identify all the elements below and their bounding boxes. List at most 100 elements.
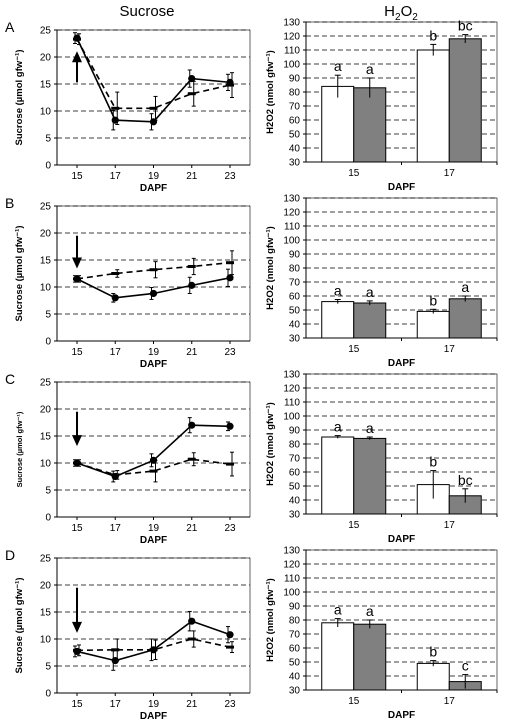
significance-label: a (366, 420, 374, 436)
plot-frame (56, 381, 251, 518)
series-solid-line (76, 424, 231, 478)
row-labels: A B C D (5, 19, 15, 563)
dash-marker (111, 473, 120, 477)
significance-label: a (334, 58, 342, 74)
y-tick-label: 0 (45, 689, 51, 700)
y-axis-label: H2O2 (nmol gfw⁻¹) (265, 402, 276, 486)
y-tick-label: 40 (289, 144, 301, 155)
y-tick-label: 120 (283, 560, 300, 571)
y-tick-label: 110 (284, 46, 300, 57)
bar-white (416, 662, 450, 691)
x-tick-label: 17 (110, 347, 122, 358)
row-label-d: D (5, 547, 15, 563)
y-tick-label: 50 (289, 482, 301, 493)
dash-marker (187, 637, 196, 641)
y-tick-label: 30 (289, 334, 301, 345)
x-tick-label: 15 (348, 344, 360, 355)
dash-marker (111, 272, 120, 275)
y-tick-label: 30 (289, 686, 301, 697)
y-axis-label: Sucrose (µmol gfw⁻¹) (14, 578, 25, 674)
y-tick-label: 25 (40, 202, 52, 213)
x-axis-label: DAPF (388, 710, 415, 721)
y-tick-label: 90 (289, 426, 301, 437)
y-tick-label: 100 (283, 60, 300, 71)
y-tick-label: 90 (289, 74, 301, 85)
bar-white (321, 301, 355, 339)
dash-marker (187, 264, 196, 268)
circle-marker (111, 116, 119, 124)
y-tick-label: 100 (283, 236, 300, 247)
significance-label: b (429, 454, 437, 470)
y-tick-label: 130 (283, 194, 300, 205)
circle-marker (188, 617, 196, 625)
title-sucrose: Sucrose (119, 3, 174, 20)
y-tick-label: 100 (283, 588, 300, 599)
significance-label: a (366, 603, 374, 619)
x-tick-label: 17 (444, 696, 456, 707)
x-tick-label: 23 (224, 171, 236, 182)
x-tick-label: 23 (224, 347, 236, 358)
y-tick-label: 20 (40, 229, 52, 240)
bar-gray (353, 437, 387, 515)
x-tick-label: 19 (148, 171, 160, 182)
column-title-sucrose: Sucrose (119, 3, 174, 20)
plot-frame (56, 29, 251, 166)
x-tick-label: 17 (110, 523, 122, 534)
x-tick-label: 17 (110, 171, 122, 182)
x-tick-label: 21 (186, 699, 198, 710)
x-tick-label: 19 (148, 699, 160, 710)
y-tick-label: 30 (289, 158, 301, 169)
x-axis-label: DAPF (388, 182, 415, 193)
y-tick-label: 90 (289, 250, 301, 261)
y-tick-label: 25 (40, 378, 52, 389)
y-tick-label: 60 (289, 292, 301, 303)
dash-marker (226, 462, 234, 466)
dash-marker (226, 645, 234, 649)
significance-label: a (334, 283, 342, 299)
y-tick-label: 15 (40, 608, 52, 619)
y-tick-label: 130 (283, 546, 300, 557)
arrow-up-icon (72, 51, 82, 63)
y-tick-label: 130 (283, 18, 300, 29)
significance-label: b (429, 292, 437, 308)
x-tick-label: 17 (444, 168, 456, 179)
y-tick-label: 110 (284, 222, 300, 233)
y-tick-label: 10 (40, 459, 52, 470)
y-tick-label: 10 (40, 283, 52, 294)
y-axis-label: H2O2 (nmol gfw⁻¹) (265, 226, 276, 310)
significance-label: a (366, 284, 374, 300)
y-tick-label: 15 (40, 80, 52, 91)
circle-marker (111, 294, 119, 302)
y-tick-label: 100 (283, 412, 300, 423)
dash-marker (187, 457, 196, 461)
y-tick-label: 80 (289, 88, 301, 99)
y-tick-label: 20 (40, 405, 52, 416)
y-tick-label: 90 (289, 602, 301, 613)
line-chart-d-left: 0 5 10 15 20 25 15 17 19 21 23 DAPF Sucrose (µmol gf… (14, 554, 251, 721)
y-tick-label: 15 (40, 256, 52, 267)
dash-marker (73, 37, 81, 41)
x-tick-label: 15 (71, 699, 83, 710)
dash-marker (149, 469, 158, 473)
dash-marker (73, 277, 81, 281)
row-label-a: A (5, 19, 15, 35)
circle-marker (188, 421, 196, 429)
bar-chart-c-right: 30 40 50 60 70 80 90 100 110 120 130 15 a a 17 b bc DAPF H… (265, 370, 498, 545)
bar-white (416, 310, 450, 339)
y-tick-label: 120 (283, 32, 300, 43)
y-tick-label: 70 (289, 454, 301, 465)
y-tick-label: 30 (289, 510, 301, 521)
x-axis-label: DAPF (140, 535, 167, 546)
x-tick-label: 17 (110, 699, 122, 710)
series-dashed-line (76, 261, 231, 280)
bar-chart-a-right: 30 40 50 60 70 80 90 100 110 120 130 15 a a 17 b bc DAPF H… (265, 18, 498, 193)
y-tick-label: 130 (283, 370, 300, 381)
y-axis-label: Sucrose (µmol gfw⁻¹) (14, 226, 25, 322)
significance-label: c (462, 658, 469, 674)
x-tick-label: 15 (71, 523, 83, 534)
y-tick-label: 40 (289, 496, 301, 507)
dash-marker (226, 83, 234, 87)
y-tick-label: 70 (289, 278, 301, 289)
y-axis-label: H2O2 (nmol gfw⁻¹) (265, 50, 276, 134)
y-tick-label: 5 (45, 310, 51, 321)
